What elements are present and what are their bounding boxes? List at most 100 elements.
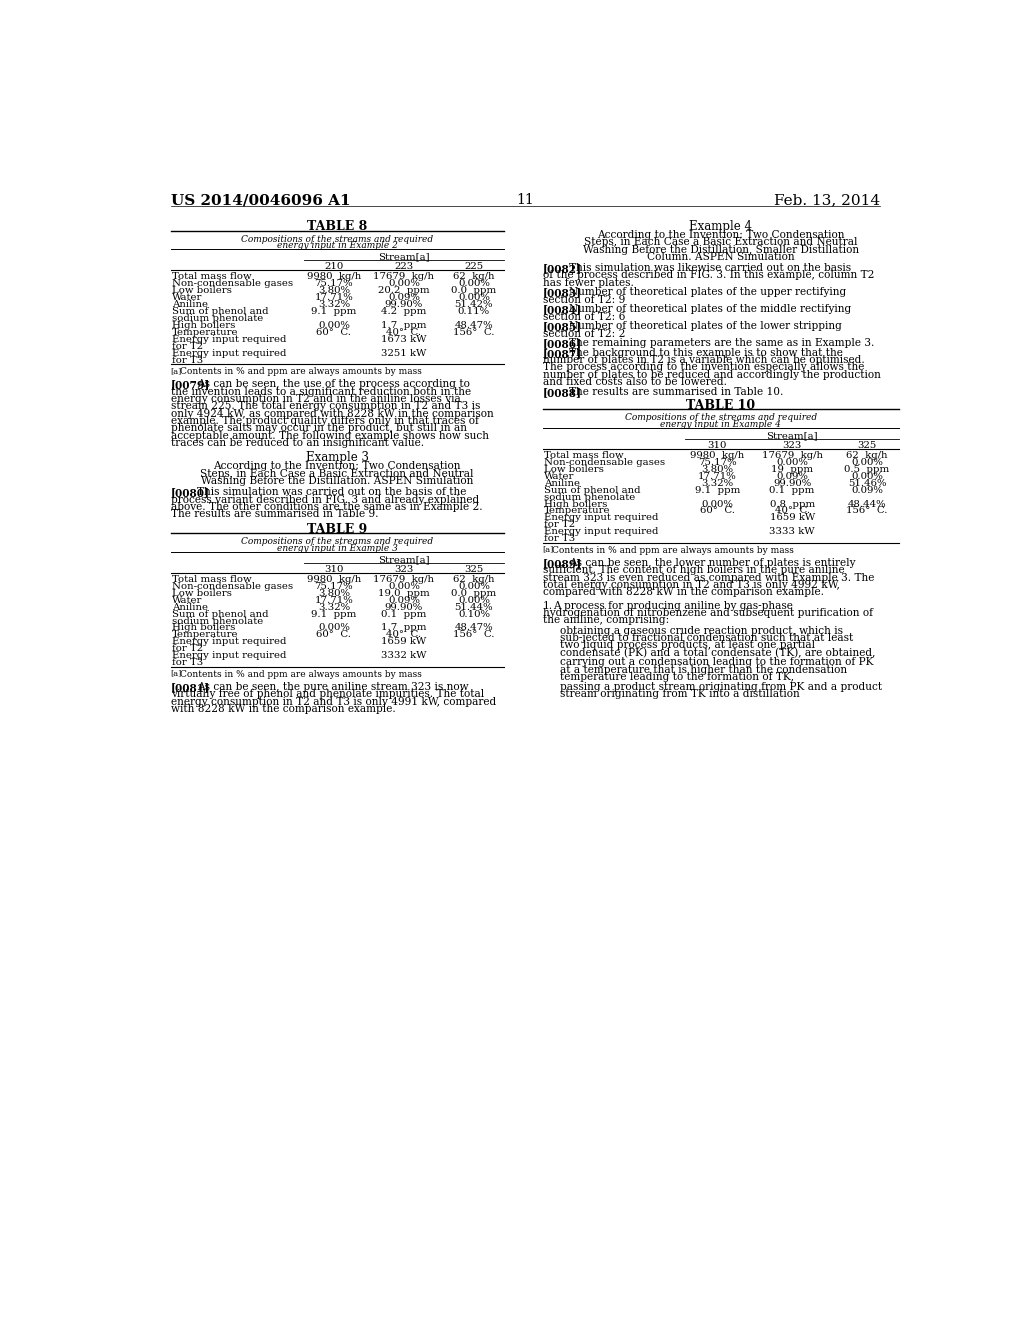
Text: Energy input required: Energy input required [172, 638, 287, 647]
Text: two liquid process products, at least one partial: two liquid process products, at least on… [560, 640, 815, 651]
Text: 156°  C.: 156° C. [454, 327, 495, 337]
Text: section of T2: 2: section of T2: 2 [543, 329, 625, 338]
Text: 156°  C.: 156° C. [454, 631, 495, 639]
Text: Temperature: Temperature [172, 631, 239, 639]
Text: 0.1  ppm: 0.1 ppm [769, 486, 815, 495]
Text: energy input in Example 2: energy input in Example 2 [276, 242, 397, 251]
Text: [0088]: [0088] [543, 387, 582, 397]
Text: stream 323 is even reduced as compared with Example 3. The: stream 323 is even reduced as compared w… [543, 573, 874, 582]
Text: obtaining a gaseous crude reaction product, which is: obtaining a gaseous crude reaction produ… [560, 626, 843, 636]
Text: 0.0  ppm: 0.0 ppm [452, 589, 497, 598]
Text: Number of theoretical plates of the middle rectifying: Number of theoretical plates of the midd… [568, 305, 851, 314]
Text: 75.17%: 75.17% [314, 280, 353, 288]
Text: 48.47%: 48.47% [455, 321, 494, 330]
Text: The results are summarised in Table 9.: The results are summarised in Table 9. [171, 510, 378, 519]
Text: As can be seen, the use of the process according to: As can be seen, the use of the process a… [197, 379, 470, 389]
Text: [a]: [a] [543, 545, 554, 553]
Text: Compositions of the streams and required: Compositions of the streams and required [242, 235, 433, 244]
Text: 99.90%: 99.90% [385, 603, 423, 611]
Text: at a temperature that is higher than the condensation: at a temperature that is higher than the… [560, 665, 847, 675]
Text: 0.0  ppm: 0.0 ppm [452, 286, 497, 296]
Text: 310: 310 [708, 441, 727, 450]
Text: for T3: for T3 [544, 535, 575, 543]
Text: The remaining parameters are the same as in Example 3.: The remaining parameters are the same as… [568, 338, 874, 348]
Text: [0080]: [0080] [171, 487, 210, 498]
Text: 9980  kg/h: 9980 kg/h [307, 272, 361, 281]
Text: [0079]: [0079] [171, 379, 210, 391]
Text: 3.32%: 3.32% [317, 300, 350, 309]
Text: Washing Before the Distillation, Smaller Distillation: Washing Before the Distillation, Smaller… [583, 244, 859, 255]
Text: Energy input required: Energy input required [172, 651, 287, 660]
Text: energy consumption in T2 and T3 is only 4991 kW, compared: energy consumption in T2 and T3 is only … [171, 697, 496, 706]
Text: Water: Water [172, 293, 203, 302]
Text: 17679  kg/h: 17679 kg/h [374, 272, 434, 281]
Text: for T3: for T3 [172, 659, 204, 667]
Text: and fixed costs also to be lowered.: and fixed costs also to be lowered. [543, 378, 727, 387]
Text: Feb. 13, 2014: Feb. 13, 2014 [773, 193, 880, 207]
Text: Steps, in Each Case a Basic Extraction and Neutral: Steps, in Each Case a Basic Extraction a… [201, 469, 474, 479]
Text: This simulation was likewise carried out on the basis: This simulation was likewise carried out… [568, 263, 851, 273]
Text: temperature leading to the formation of TK,: temperature leading to the formation of … [560, 672, 794, 682]
Text: [0081]: [0081] [171, 682, 210, 693]
Text: 323: 323 [394, 565, 414, 574]
Text: A process for producing aniline by gas-phase: A process for producing aniline by gas-p… [554, 601, 794, 611]
Text: High boilers: High boilers [172, 623, 236, 632]
Text: 9.1  ppm: 9.1 ppm [311, 610, 356, 619]
Text: 51.46%: 51.46% [848, 479, 887, 487]
Text: for T2: for T2 [172, 644, 204, 653]
Text: number of plates in T2 is a variable which can be optimised.: number of plates in T2 is a variable whi… [543, 355, 864, 366]
Text: Temperature: Temperature [172, 327, 239, 337]
Text: Energy input required: Energy input required [544, 513, 658, 523]
Text: Number of theoretical plates of the upper rectifying: Number of theoretical plates of the uppe… [568, 288, 846, 297]
Text: 62  kg/h: 62 kg/h [454, 576, 495, 583]
Text: sodium phenolate: sodium phenolate [544, 492, 636, 502]
Text: 3.80%: 3.80% [317, 589, 350, 598]
Text: Low boilers: Low boilers [544, 465, 604, 474]
Text: 3.32%: 3.32% [701, 479, 733, 487]
Text: TABLE 10: TABLE 10 [686, 399, 756, 412]
Text: the invention leads to a significant reduction both in the: the invention leads to a significant red… [171, 387, 471, 397]
Text: energy input in Example 3: energy input in Example 3 [276, 544, 397, 553]
Text: Total mass flow: Total mass flow [172, 272, 252, 281]
Text: 40°  C.: 40° C. [774, 507, 810, 515]
Text: 0.00%: 0.00% [776, 458, 808, 467]
Text: 3251 kW: 3251 kW [381, 348, 427, 358]
Text: 0.09%: 0.09% [388, 595, 420, 605]
Text: condensate (PK) and a total condensate (TK), are obtained,: condensate (PK) and a total condensate (… [560, 648, 876, 659]
Text: 11: 11 [516, 193, 534, 207]
Text: number of plates to be reduced and accordingly the production: number of plates to be reduced and accor… [543, 370, 881, 380]
Text: 17679  kg/h: 17679 kg/h [762, 451, 822, 459]
Text: 0.10%: 0.10% [458, 610, 489, 619]
Text: Energy input required: Energy input required [172, 335, 287, 343]
Text: 19.0  ppm: 19.0 ppm [378, 589, 430, 598]
Text: Steps, in Each Case a Basic Extraction and Neutral: Steps, in Each Case a Basic Extraction a… [584, 238, 858, 247]
Text: Contents in % and ppm are always amounts by mass: Contents in % and ppm are always amounts… [552, 545, 794, 554]
Text: 0.00%: 0.00% [458, 595, 489, 605]
Text: High boilers: High boilers [544, 499, 607, 508]
Text: example. The product quality differs only in that traces of: example. The product quality differs onl… [171, 416, 478, 426]
Text: 323: 323 [782, 441, 802, 450]
Text: Sum of phenol and: Sum of phenol and [172, 610, 268, 619]
Text: As can be seen, the lower number of plates is entirely: As can be seen, the lower number of plat… [568, 558, 855, 568]
Text: 0.00%: 0.00% [318, 623, 350, 632]
Text: for T3: for T3 [172, 355, 204, 364]
Text: sodium phenolate: sodium phenolate [172, 616, 263, 626]
Text: 0.00%: 0.00% [388, 582, 420, 591]
Text: Low boilers: Low boilers [172, 589, 232, 598]
Text: 19  ppm: 19 ppm [771, 465, 813, 474]
Text: 17.71%: 17.71% [314, 293, 353, 302]
Text: passing a product stream originating from PK and a product: passing a product stream originating fro… [560, 681, 882, 692]
Text: US 2014/0046096 A1: US 2014/0046096 A1 [171, 193, 350, 207]
Text: Water: Water [172, 595, 203, 605]
Text: TABLE 8: TABLE 8 [307, 220, 368, 234]
Text: Water: Water [544, 471, 574, 480]
Text: Stream[a]: Stream[a] [378, 554, 430, 564]
Text: carrying out a condensation leading to the formation of PK: carrying out a condensation leading to t… [560, 657, 873, 668]
Text: virtually free of phenol and phenolate impurities. The total: virtually free of phenol and phenolate i… [171, 689, 484, 700]
Text: Example 4: Example 4 [689, 220, 753, 234]
Text: [a]: [a] [171, 669, 182, 677]
Text: 40°  C.: 40° C. [386, 327, 422, 337]
Text: 1659 kW: 1659 kW [770, 513, 815, 523]
Text: 3333 kW: 3333 kW [769, 527, 815, 536]
Text: 3332 kW: 3332 kW [381, 651, 427, 660]
